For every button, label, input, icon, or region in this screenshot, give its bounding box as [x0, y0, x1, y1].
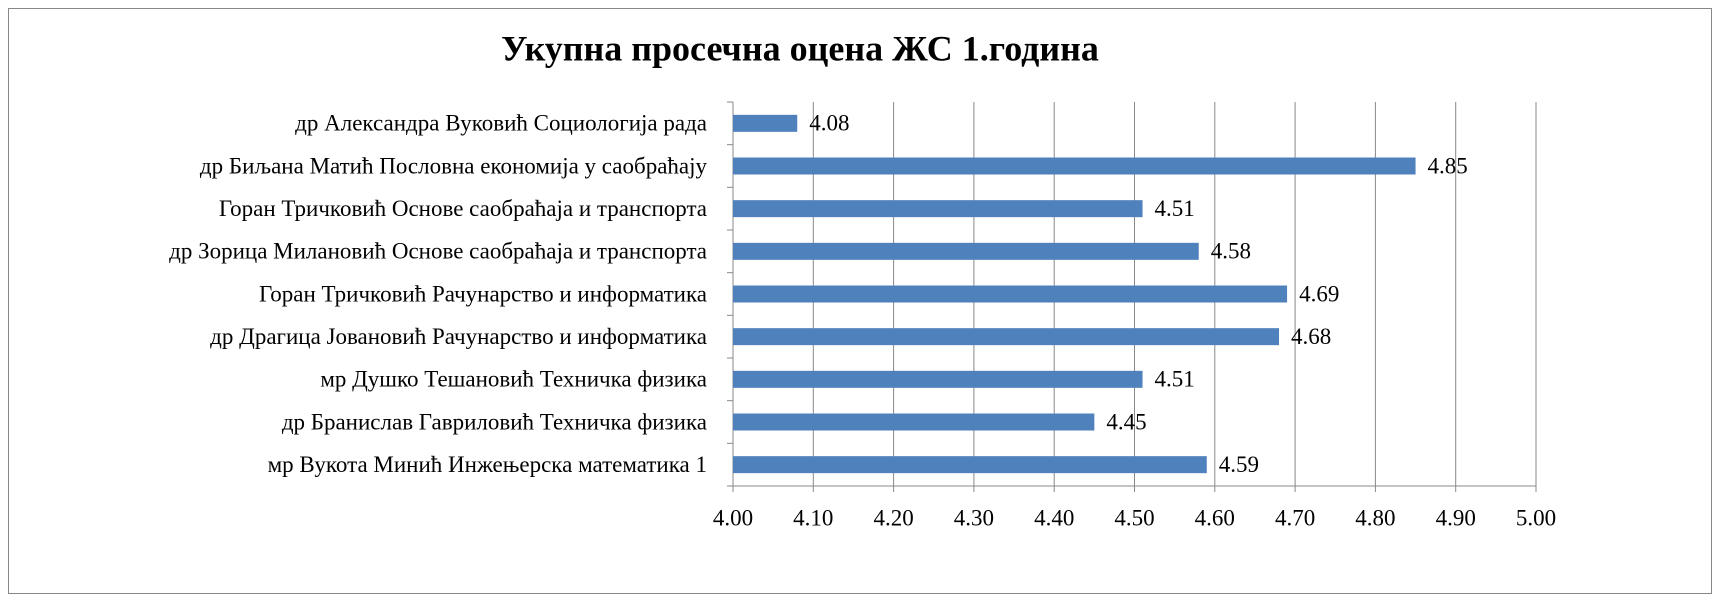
x-tick-label: 4.90: [1436, 505, 1476, 530]
y-tick-label: мр Душко Тешановић Техничка физика: [320, 367, 707, 392]
bar: [733, 285, 1288, 303]
y-tick-label: др Зорица Милановић Основе саобраћаја и …: [169, 239, 707, 264]
bar: [733, 200, 1143, 218]
y-tick-label: др Александра Вуковић Социологија рада: [295, 111, 707, 136]
x-tick-label: 4.00: [713, 505, 753, 530]
data-label: 4.59: [1219, 452, 1259, 477]
y-tick-label: др Драгица Јовановић Рачунарство и инфор…: [210, 324, 707, 349]
bar: [733, 328, 1280, 346]
y-tick-label: Горан Тричковић Основе саобраћаја и тран…: [219, 196, 707, 221]
y-tick-label: Горан Тричковић Рачунарство и информатик…: [259, 281, 707, 306]
x-tick-label: 4.80: [1355, 505, 1395, 530]
data-label: 4.69: [1299, 281, 1339, 306]
x-tick-label: 4.60: [1195, 505, 1235, 530]
data-label: 4.58: [1211, 239, 1251, 264]
bar: [733, 456, 1207, 474]
x-tick-label: 4.50: [1114, 505, 1154, 530]
data-label: 4.45: [1106, 409, 1146, 434]
x-tick-label: 5.00: [1516, 505, 1556, 530]
data-label: 4.51: [1155, 367, 1195, 392]
chart-title: Укупна просечна оцена ЖС 1.година: [501, 28, 1099, 68]
bar: [733, 370, 1143, 388]
x-tick-label: 4.40: [1034, 505, 1074, 530]
y-tick-label: др Бранислав Гавриловић Техничка физика: [282, 409, 707, 434]
data-label: 4.08: [809, 111, 849, 136]
x-tick-label: 4.30: [954, 505, 994, 530]
bar: [733, 413, 1095, 431]
data-label: 4.51: [1155, 196, 1195, 221]
x-tick-label: 4.70: [1275, 505, 1315, 530]
data-label: 4.68: [1291, 324, 1331, 349]
data-label: 4.85: [1428, 153, 1468, 178]
y-tick-label: мр Вукота Минић Инжењерска математика 1: [268, 452, 707, 477]
bar: [733, 242, 1199, 260]
bar: [733, 114, 798, 132]
y-tick-label: др Биљана Матић Пословна економија у сао…: [200, 153, 708, 178]
x-tick-label: 4.10: [793, 505, 833, 530]
x-tick-label: 4.20: [873, 505, 913, 530]
bar: [733, 157, 1416, 175]
